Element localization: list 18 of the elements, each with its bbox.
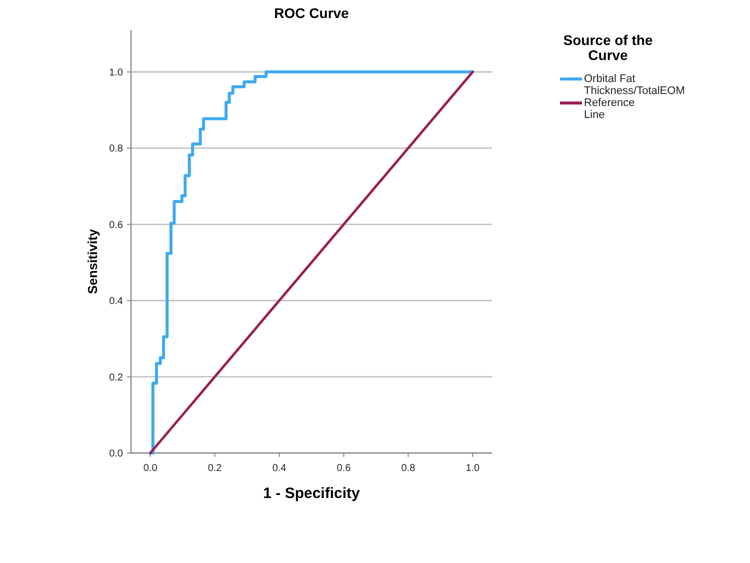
y-axis-title: Sensitivity [85, 228, 100, 294]
x-tick-label: 0.6 [336, 463, 352, 474]
y-tick-label: 0.2 [109, 372, 124, 384]
legend-title: Source of the Curve [563, 32, 653, 63]
x-axis-title: 1 - Specificity [263, 485, 361, 502]
x-tick-label: 0.2 [208, 463, 222, 474]
y-tick-label: 0.0 [109, 448, 124, 460]
y-tick-label: 0.4 [109, 296, 124, 308]
x-tick-label: 0.4 [272, 463, 287, 474]
legend-label: Orbital Fat Thickness/TotalEOM [584, 73, 685, 97]
y-tick-label: 0.8 [109, 144, 124, 155]
x-tick-label: 0.0 [143, 463, 158, 474]
x-tick-label: 1.0 [466, 463, 480, 474]
y-tick-label: 0.6 [109, 220, 124, 231]
legend-label: Reference Line [584, 97, 635, 121]
chart-title: ROC Curve [274, 5, 350, 21]
y-tick-label: 1.0 [109, 67, 124, 78]
x-tick-label: 0.8 [401, 463, 416, 474]
